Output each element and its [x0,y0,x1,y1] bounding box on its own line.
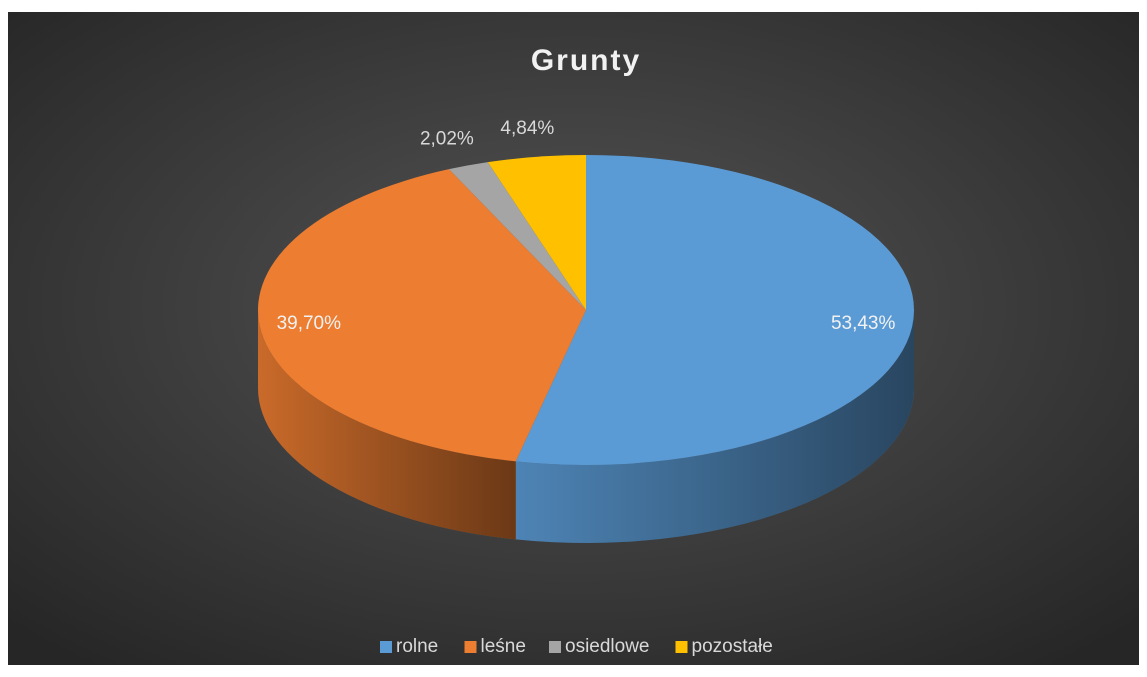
chart-title: Grunty [531,44,641,77]
data-label: 2,02% [420,128,474,149]
legend-label: osiedlowe [565,636,650,657]
legend-swatch [464,641,477,653]
pie-slice [448,162,586,310]
legend-swatch [380,641,392,653]
data-label: 4,84% [500,118,554,139]
pie-side-shade [515,310,914,543]
legend-label: leśne [481,636,526,657]
legend: rolne leśne osiedlowe pozostałe [380,636,773,657]
legend-swatch [675,641,688,653]
pie-slice [487,155,586,310]
legend-label: rolne [396,636,438,657]
data-label: 39,70% [277,313,342,334]
legend-label: pozostałe [692,636,773,657]
pie-slice [515,155,915,466]
legend-swatch [549,641,561,653]
pie-slice [258,169,586,462]
data-label: 53,43% [831,313,896,334]
pie-side-shade [258,310,516,540]
